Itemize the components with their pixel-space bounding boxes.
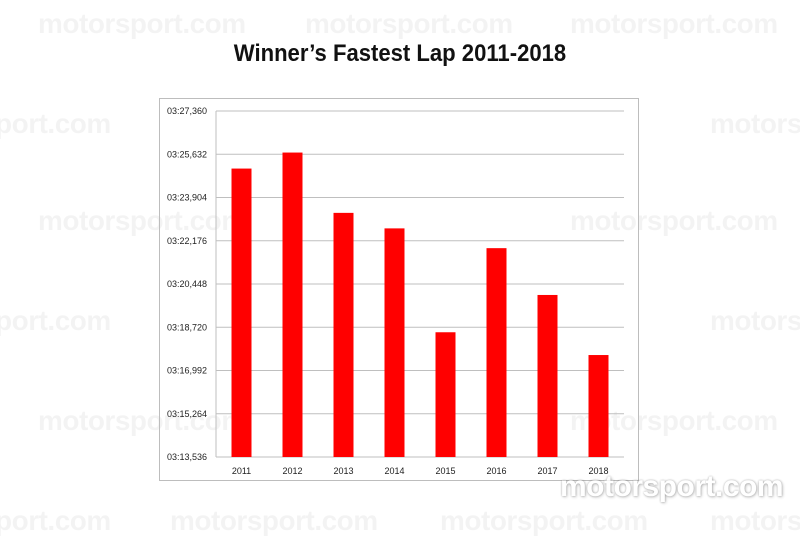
x-tick-label: 2016 bbox=[486, 466, 506, 476]
y-tick-label: 03:18,720 bbox=[167, 322, 207, 332]
y-tick-label: 03:15,264 bbox=[167, 409, 207, 419]
y-tick-label: 03:23,904 bbox=[167, 193, 207, 203]
x-tick-label: 2018 bbox=[588, 466, 608, 476]
y-tick-label: 03:16,992 bbox=[167, 366, 207, 376]
bar-2013 bbox=[333, 212, 354, 457]
x-tick-label: 2017 bbox=[537, 466, 557, 476]
x-tick-label: 2012 bbox=[282, 466, 302, 476]
bar-2017 bbox=[537, 294, 558, 457]
y-tick-label: 03:22,176 bbox=[167, 236, 207, 246]
bar-2016 bbox=[486, 248, 507, 457]
y-tick-label: 03:13,536 bbox=[167, 452, 207, 462]
y-tick-label: 03:25,632 bbox=[167, 149, 207, 159]
x-tick-label: 2011 bbox=[232, 466, 251, 476]
bar-2012 bbox=[282, 152, 303, 457]
y-tick-label: 03:27,360 bbox=[167, 106, 207, 116]
chart-title: Winner’s Fastest Lap 2011-2018 bbox=[233, 40, 567, 67]
y-tick-label: 03:20,448 bbox=[167, 279, 207, 289]
bar-2011 bbox=[231, 168, 252, 458]
x-tick-label: 2013 bbox=[333, 466, 353, 476]
bar-2018 bbox=[588, 355, 609, 457]
chart-frame bbox=[159, 98, 639, 481]
bar-2014 bbox=[384, 228, 405, 457]
x-tick-label: 2015 bbox=[435, 466, 455, 476]
motorsport-logo: motorsport.com bbox=[560, 470, 784, 503]
x-tick-label: 2014 bbox=[384, 466, 404, 476]
bar-2015 bbox=[435, 332, 456, 457]
